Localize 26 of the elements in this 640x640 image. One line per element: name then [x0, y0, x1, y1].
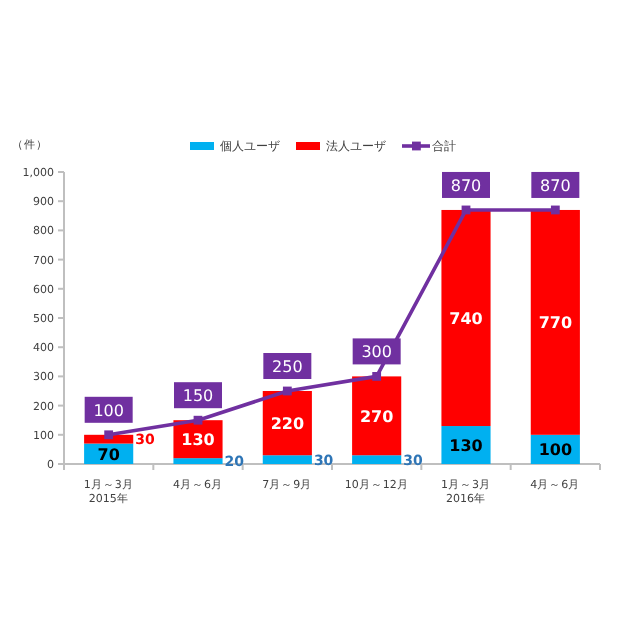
data-label: 150: [182, 387, 214, 406]
bar: [530, 209, 580, 435]
bar: [441, 209, 491, 427]
bar: [262, 455, 312, 464]
bar: [84, 434, 134, 444]
data-label: 300: [361, 343, 392, 362]
point: [550, 205, 560, 215]
point: [193, 415, 203, 425]
data-label: 250: [272, 358, 303, 376]
data-label: 130: [449, 437, 484, 456]
data-label: 70: [97, 445, 121, 464]
data-label: 220: [270, 415, 305, 434]
point: [282, 386, 292, 396]
data-label: 740: [449, 310, 484, 328]
bar: [173, 458, 223, 464]
data-label: 870: [540, 176, 571, 195]
data-label: 130: [181, 431, 216, 450]
data-label: 870: [450, 176, 482, 195]
point: [104, 430, 114, 440]
bar: [352, 376, 402, 456]
bar: [352, 455, 402, 464]
point: [372, 372, 382, 381]
data-label: 100: [93, 401, 124, 420]
data-label: 270: [359, 407, 395, 426]
data-label: 770: [538, 314, 573, 333]
data-label: 100: [538, 441, 573, 460]
